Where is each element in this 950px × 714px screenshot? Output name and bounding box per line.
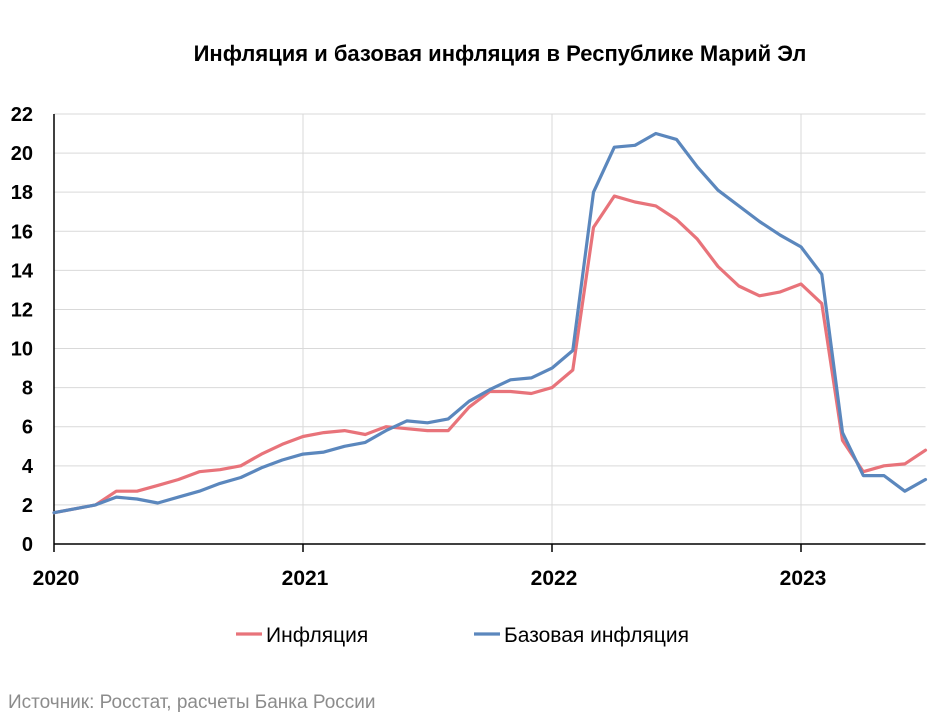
x-axis-tick-labels: 2020 2021 2022 2023 <box>33 567 827 590</box>
y-tick-label: 14 <box>11 260 34 282</box>
x-tick-label: 2021 <box>282 567 329 590</box>
y-tick-label: 6 <box>22 417 33 439</box>
y-tick-label: 18 <box>11 182 33 204</box>
y-tick-label: 12 <box>11 299 33 321</box>
y-tick-label: 2 <box>22 495 33 517</box>
core-inflation-line <box>52 131 928 515</box>
y-tick-label: 22 <box>11 104 33 126</box>
y-axis-tick-labels: 0 2 4 6 8 10 12 14 16 18 20 22 <box>11 104 34 556</box>
y-tick-label: 8 <box>22 378 33 400</box>
x-tick-label: 2023 <box>780 567 827 590</box>
chart-title: Инфляция и базовая инфляция в Республике… <box>194 41 807 66</box>
y-tick-label: 10 <box>11 339 33 361</box>
inflation-line <box>52 194 928 515</box>
source-note: Источник: Росстат, расчеты Банка России <box>8 692 376 713</box>
x-tick-label: 2020 <box>33 567 80 590</box>
legend-label: Инфляция <box>266 624 368 647</box>
y-tick-label: 16 <box>11 221 33 243</box>
axes <box>53 114 926 552</box>
y-tick-label: 0 <box>22 534 33 556</box>
gridlines <box>54 113 926 544</box>
legend: Инфляция Базовая инфляция <box>236 624 689 647</box>
y-tick-label: 20 <box>11 143 33 165</box>
y-tick-label: 4 <box>22 456 34 478</box>
legend-label: Базовая инфляция <box>504 624 689 647</box>
data-series <box>52 131 928 515</box>
x-tick-label: 2022 <box>531 567 578 590</box>
